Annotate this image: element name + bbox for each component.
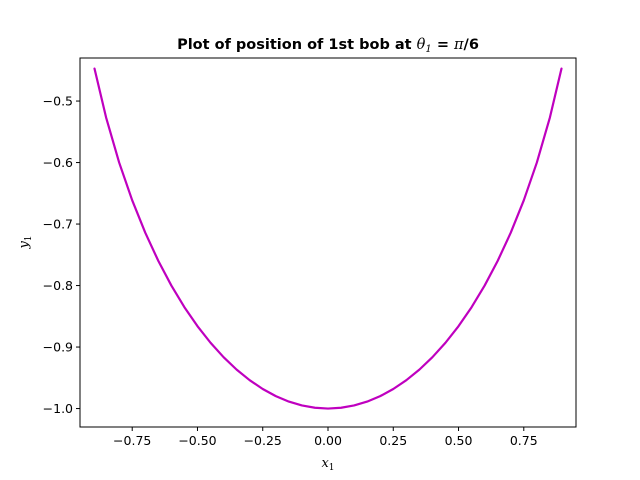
title-equals: = [432, 37, 454, 53]
x-tick-label: −0.75 [113, 433, 151, 448]
y-tick-label: −0.6 [43, 155, 73, 170]
x-tick-label: 0.50 [445, 433, 473, 448]
y-tick-label: −1.0 [43, 401, 73, 416]
x-tick-label: 0.00 [314, 433, 342, 448]
x-tick-label: 0.25 [379, 433, 407, 448]
series-layer [93, 67, 563, 410]
title-fraction: /6 [464, 37, 479, 53]
title-theta: θ [417, 37, 426, 53]
title-prefix: Plot of position of 1st bob at [177, 37, 417, 53]
x-tick-label: 0.75 [510, 433, 538, 448]
y-axis-ticks: −0.5 −0.6 −0.7 −0.8 −0.9 −1.0 [43, 94, 80, 416]
x-tick-label: −0.25 [244, 433, 282, 448]
y-tick-label: −0.5 [43, 94, 73, 109]
chart-title: Plot of position of 1st bob at θ1 = π/6 [177, 37, 479, 55]
title-theta-sub: 1 [425, 44, 431, 55]
y-tick-label: −0.9 [43, 340, 73, 355]
plot-frame [79, 57, 577, 428]
title-pi: π [453, 37, 464, 53]
series-line [93, 67, 563, 410]
y-tick-label: −0.7 [43, 217, 73, 232]
x-axis-label: x1 [321, 456, 334, 473]
y-axis-label: y1 [17, 235, 34, 249]
x-axis-ticks: −0.75 −0.50 −0.25 0.00 0.25 0.50 0.75 [113, 427, 538, 448]
y-tick-label: −0.8 [43, 278, 73, 293]
x-tick-label: −0.50 [178, 433, 216, 448]
